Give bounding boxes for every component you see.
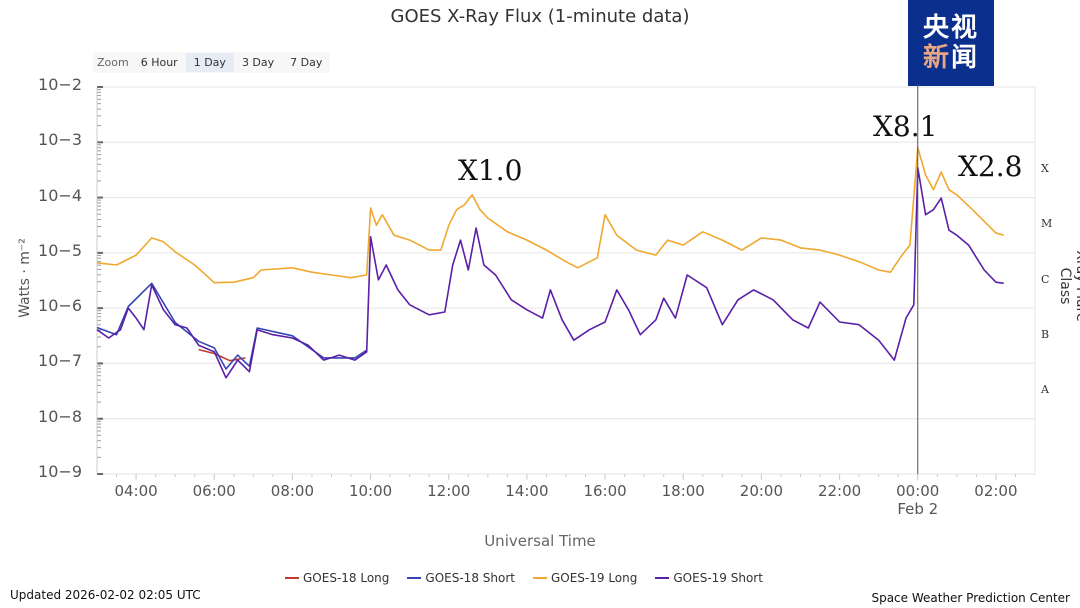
x-tick-label: 22:00 xyxy=(817,482,862,500)
y-tick-label: 10−7 xyxy=(38,351,82,371)
y-tick-label: 10−3 xyxy=(38,130,82,150)
x-axis-title: Universal Time xyxy=(484,532,596,550)
legend-item[interactable]: GOES-18 Short xyxy=(407,571,515,585)
y-tick-label: 10−8 xyxy=(38,406,82,426)
legend-label: GOES-18 Short xyxy=(425,571,515,585)
flare-class-label: A xyxy=(1041,383,1049,397)
zoom-1-day-button[interactable]: 1 Day xyxy=(185,53,234,72)
legend-item[interactable]: GOES-19 Long xyxy=(532,571,638,585)
series-line-goes-18-long xyxy=(198,348,246,362)
logo-line2: 新闻 xyxy=(923,43,979,73)
x-tick-label: 10:00 xyxy=(348,482,393,500)
legend: GOES-18 Long GOES-18 Short GOES-19 Long GOE… xyxy=(285,571,763,585)
y-tick-label: 10−9 xyxy=(38,462,82,481)
x-tick-label: 08:00 xyxy=(270,482,315,500)
flare-annotation: X8.1 xyxy=(873,110,938,143)
logo-char: 闻 xyxy=(951,43,980,73)
legend-item[interactable]: GOES-19 Short xyxy=(655,571,763,585)
flare-annotation: X1.0 xyxy=(458,154,523,187)
flare-class-label: M xyxy=(1041,217,1053,231)
x-tick-label: 02:00 xyxy=(974,482,1018,500)
x-tick-label: 04:00 xyxy=(114,482,158,500)
updated-timestamp: Updated 2026-02-02 02:05 UTC xyxy=(10,588,201,602)
logo-line1: 央视 xyxy=(922,13,979,43)
x-tick-label: 20:00 xyxy=(739,482,784,500)
legend-swatch xyxy=(407,577,422,579)
x-tick-label: 12:00 xyxy=(427,482,471,500)
y-tick-label: 10−6 xyxy=(38,296,82,316)
x-tick-sublabel: Feb 2 xyxy=(897,500,939,518)
legend-swatch xyxy=(285,577,299,579)
credit-text: Space Weather Prediction Center xyxy=(871,591,1070,605)
y2-axis-title: Xray Flare Class xyxy=(1057,250,1080,322)
series-line-goes-18-short xyxy=(96,282,368,370)
y-tick-label: 10−2 xyxy=(38,75,82,94)
logo-char: 新 xyxy=(922,43,951,73)
x-tick-label: 06:00 xyxy=(192,482,236,500)
zoom-3-day-button[interactable]: 3 Day xyxy=(241,56,275,69)
x-tick-label: 18:00 xyxy=(661,482,705,500)
cctv-news-logo: 央视 新闻 xyxy=(908,0,994,86)
legend-swatch xyxy=(655,577,670,579)
zoom-label: Zoom xyxy=(97,56,129,69)
chart-title: GOES X-Ray Flux (1-minute data) xyxy=(390,6,690,27)
legend-label: GOES-19 Long xyxy=(550,571,638,585)
legend-swatch xyxy=(532,577,547,579)
y-axis-title: Watts · m⁻² xyxy=(17,238,33,318)
flare-class-label: C xyxy=(1041,272,1050,286)
legend-label: GOES-18 Long xyxy=(303,571,390,585)
y-tick-label: 10−4 xyxy=(38,185,82,205)
flare-class-label: B xyxy=(1041,327,1050,341)
legend-item[interactable]: GOES-18 Long xyxy=(285,571,389,585)
x-tick-label: 00:00 xyxy=(896,482,940,500)
x-tick-label: 14:00 xyxy=(505,482,549,500)
zoom-7-day-button[interactable]: 7 Day xyxy=(290,56,323,69)
y-tick-label: 10−5 xyxy=(38,240,82,260)
x-tick-label: 16:00 xyxy=(583,482,627,500)
zoom-6-hour-button[interactable]: 6 Hour xyxy=(140,56,178,69)
series-line-goes-19-long xyxy=(96,147,1004,284)
zoom-selector: Zoom 6 Hour 1 Day 3 Day 7 Day xyxy=(93,52,331,73)
flare-class-label: X xyxy=(1041,161,1049,175)
flare-annotation: X2.8 xyxy=(958,150,1023,183)
legend-label: GOES-19 Short xyxy=(673,571,763,585)
series-line-goes-19-short xyxy=(96,166,1004,379)
